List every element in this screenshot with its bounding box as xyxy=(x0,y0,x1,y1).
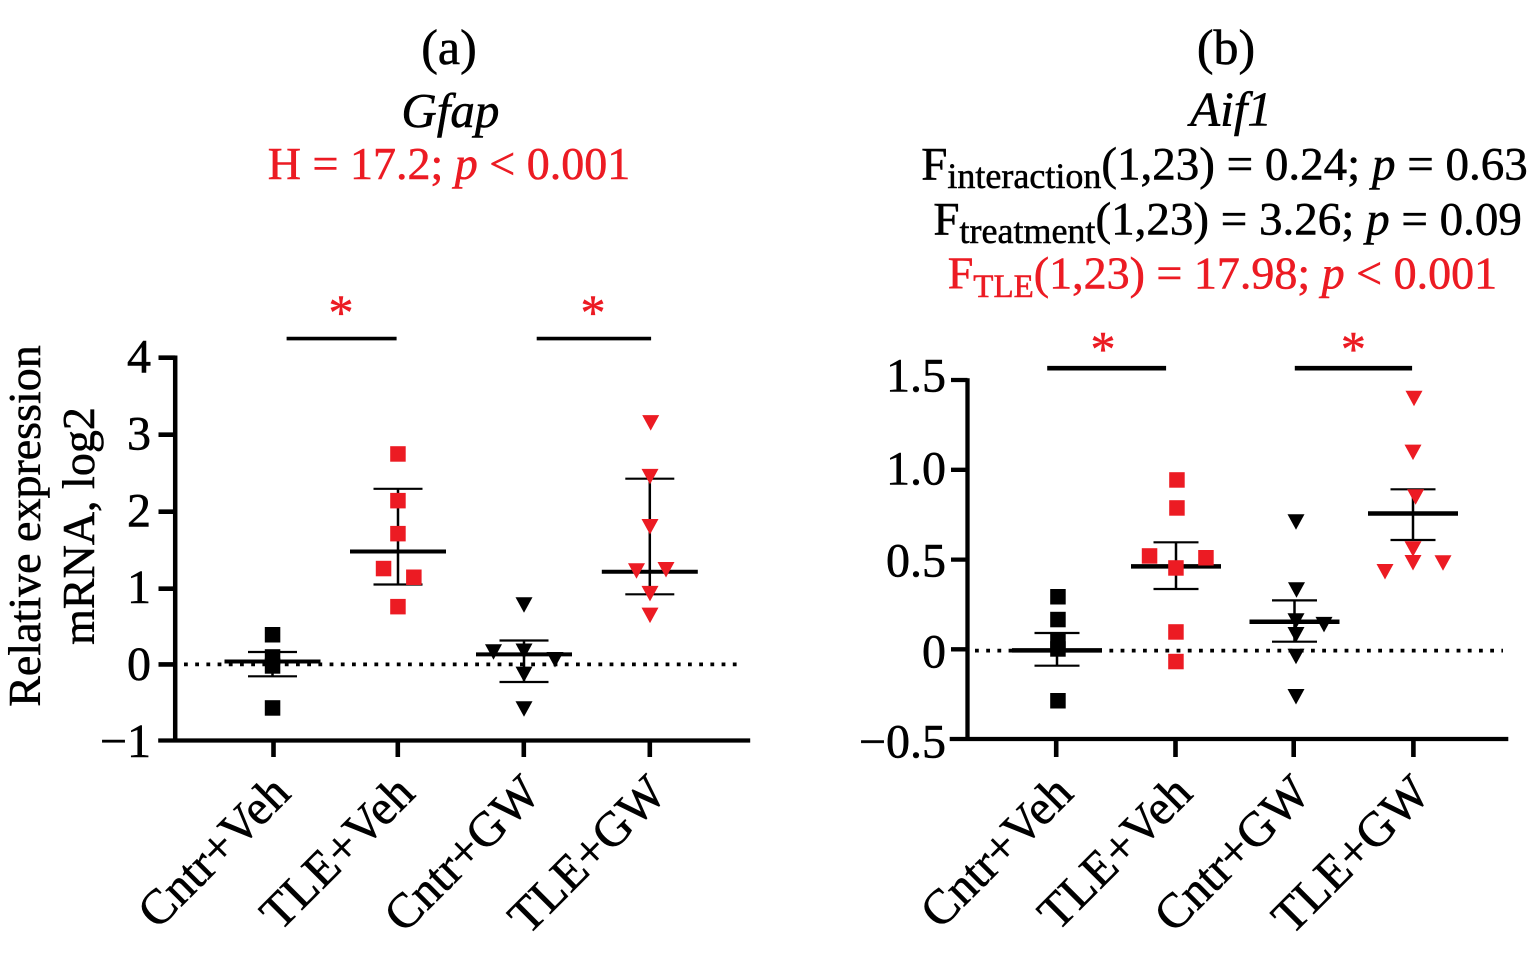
svg-text:0: 0 xyxy=(922,626,946,679)
svg-text:Ftreatment(1,23) = 3.26; p = 0: Ftreatment(1,23) = 3.26; p = 0.09 xyxy=(933,194,1521,252)
svg-text:Gfap: Gfap xyxy=(401,83,499,138)
svg-text:Finteraction(1,23) = 0.24; p =: Finteraction(1,23) = 0.24; p = 0.63 xyxy=(921,139,1527,197)
svg-text:*: * xyxy=(581,284,606,340)
svg-text:(b): (b) xyxy=(1197,19,1255,75)
svg-text:Aif1: Aif1 xyxy=(1187,82,1272,137)
svg-text:*: * xyxy=(1091,320,1116,376)
svg-text:H = 17.2; p < 0.001: H = 17.2; p < 0.001 xyxy=(268,138,630,189)
svg-text:mRNA, log2: mRNA, log2 xyxy=(53,407,104,645)
svg-text:−1: −1 xyxy=(100,715,151,768)
svg-text:1.5: 1.5 xyxy=(886,350,946,403)
svg-text:0.5: 0.5 xyxy=(886,535,946,588)
svg-text:FTLE(1,23) = 17.98; p < 0.001: FTLE(1,23) = 17.98; p < 0.001 xyxy=(948,248,1497,306)
svg-text:1.0: 1.0 xyxy=(886,443,946,496)
svg-text:4: 4 xyxy=(127,331,151,384)
svg-text:*: * xyxy=(329,284,354,340)
svg-text:−0.5: −0.5 xyxy=(859,716,946,769)
svg-text:(a): (a) xyxy=(421,19,477,75)
svg-text:2: 2 xyxy=(127,484,151,537)
svg-text:Relative expression: Relative expression xyxy=(0,345,50,707)
svg-text:*: * xyxy=(1341,320,1366,376)
svg-text:0: 0 xyxy=(127,638,151,691)
svg-text:1: 1 xyxy=(127,561,151,614)
svg-text:3: 3 xyxy=(127,407,151,460)
